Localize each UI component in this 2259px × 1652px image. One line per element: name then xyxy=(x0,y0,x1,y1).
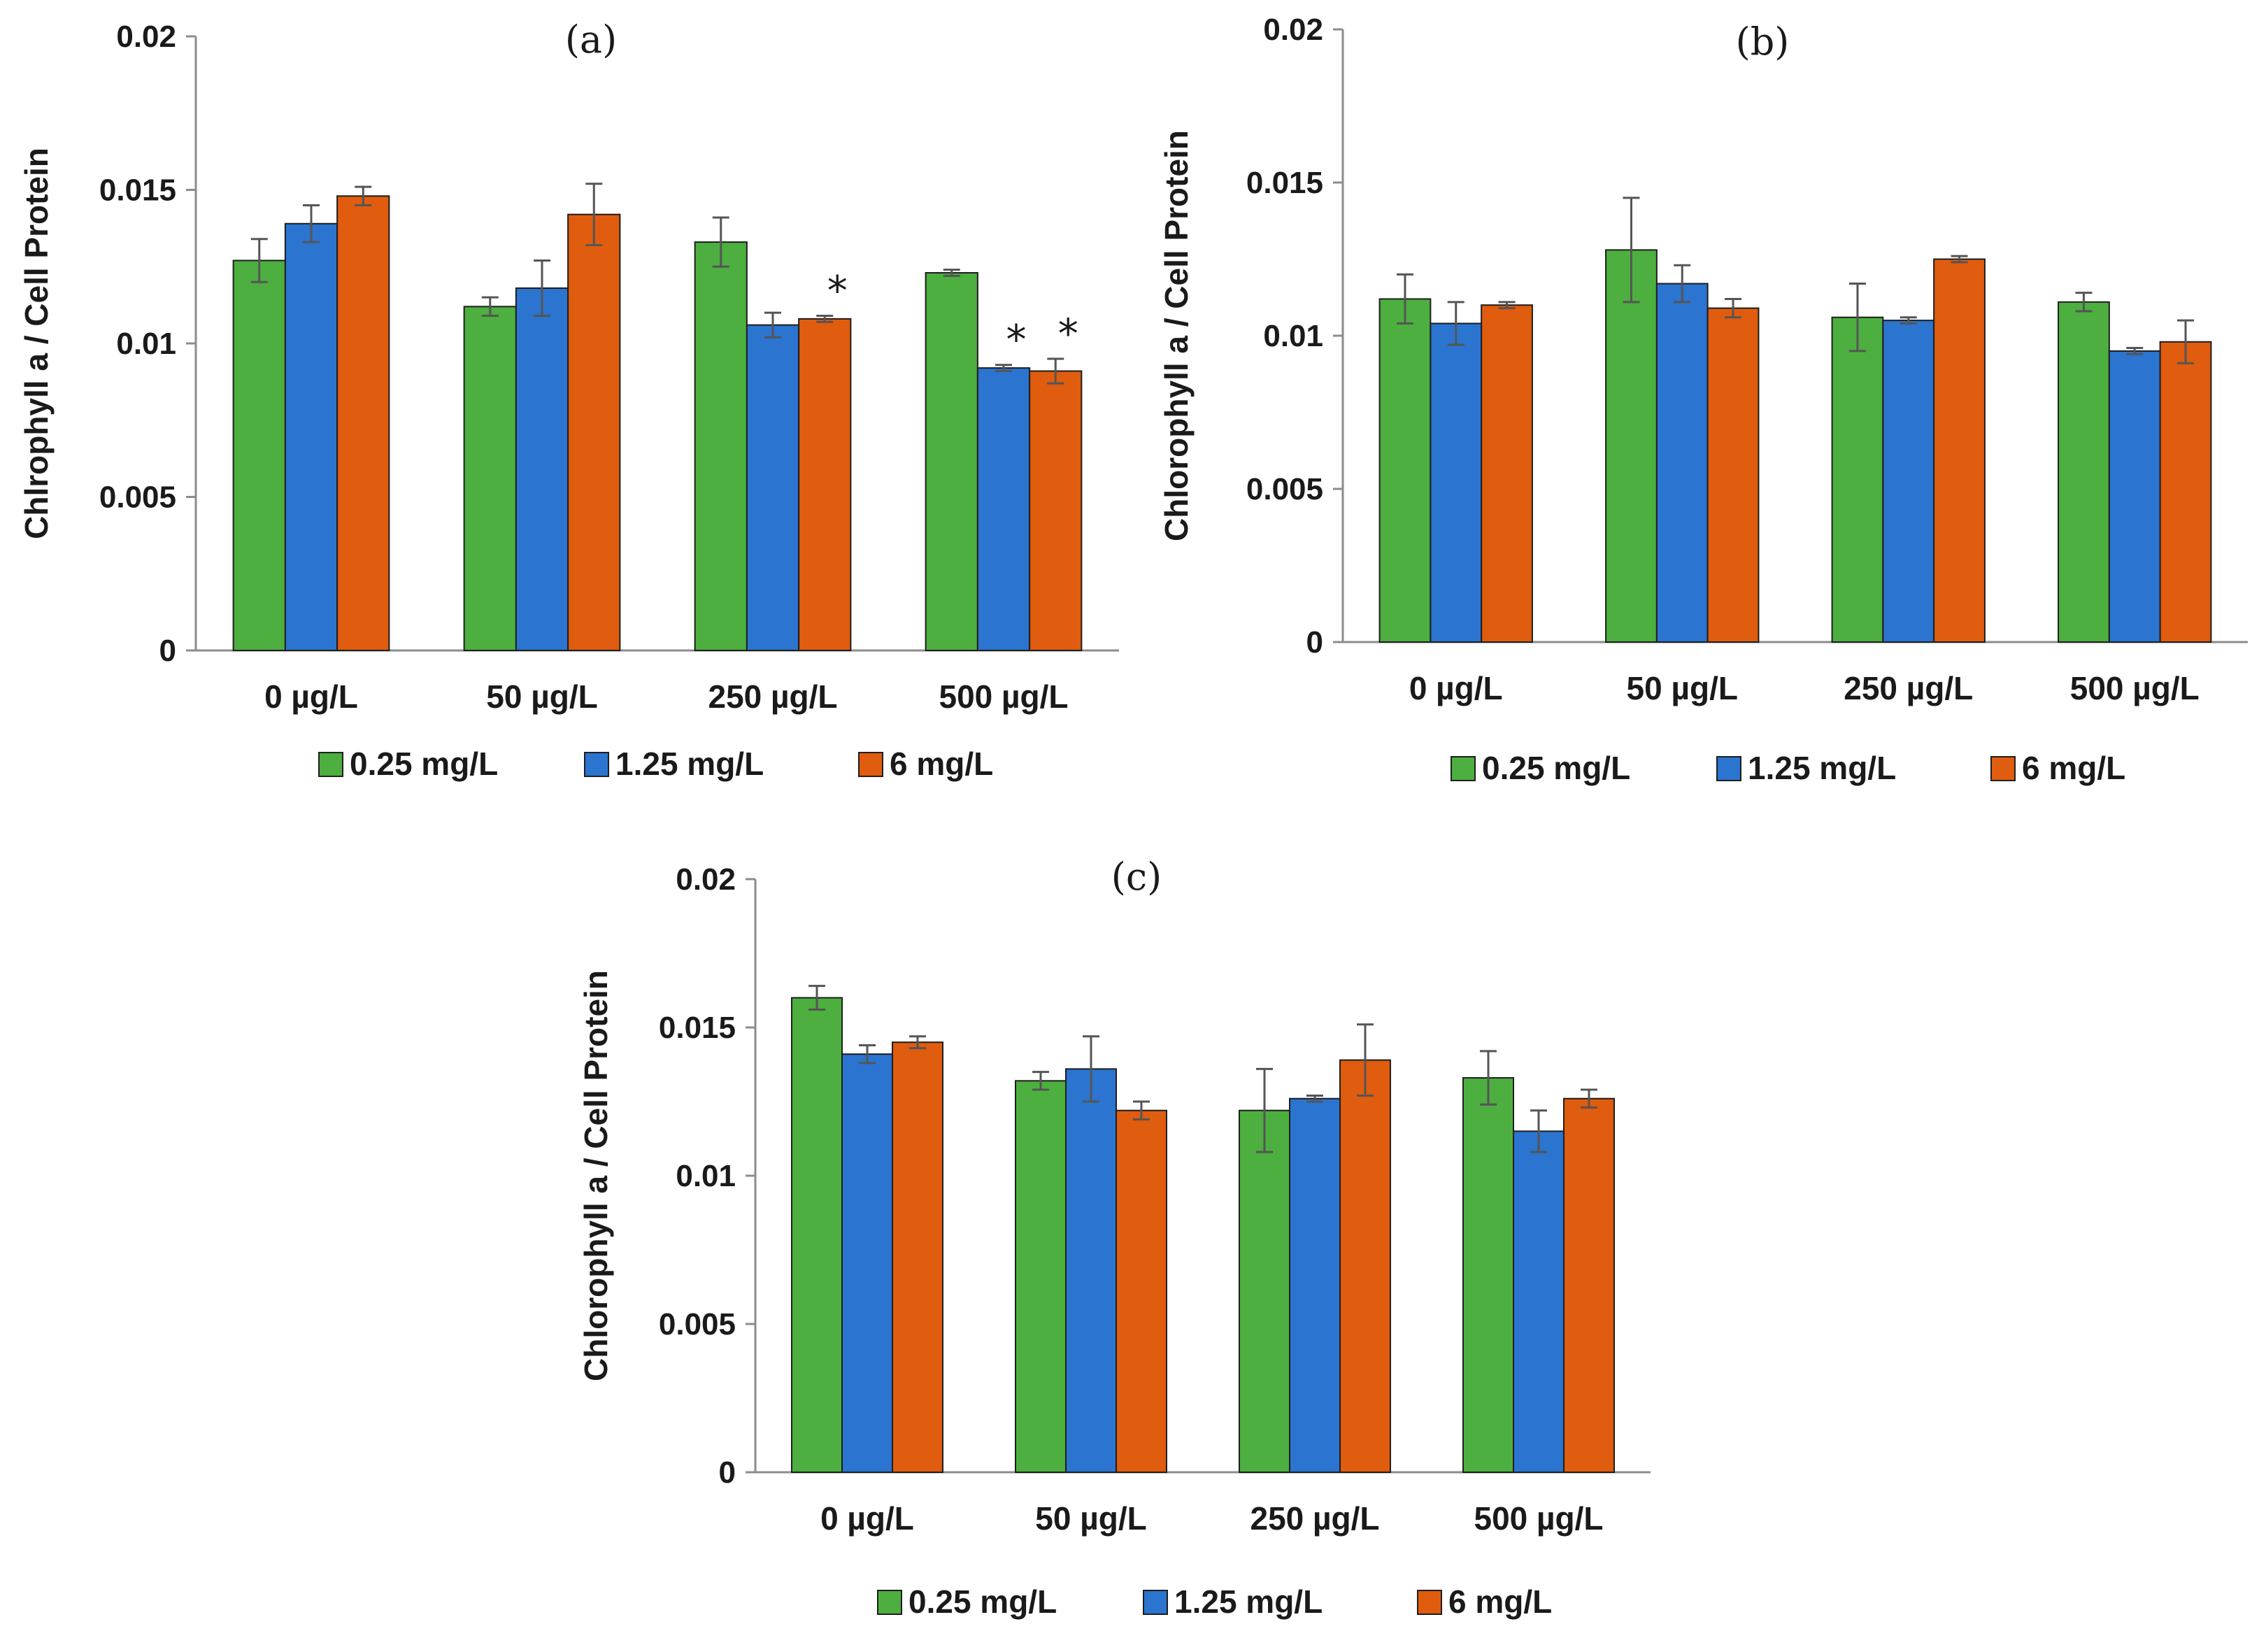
y-tick-label: 0.015 xyxy=(99,173,176,208)
legend-swatch xyxy=(1716,756,1741,781)
x-tick-label: 250 µg/L xyxy=(1250,1500,1379,1537)
y-axis-label: Chlorophyll a / Cell Protein xyxy=(578,970,614,1381)
bar xyxy=(284,222,339,652)
bar xyxy=(1378,298,1432,643)
legend-swatch xyxy=(1143,1590,1168,1615)
bar xyxy=(1065,1068,1117,1473)
y-tick-label: 0.005 xyxy=(659,1307,736,1341)
bar xyxy=(2108,350,2161,643)
bar xyxy=(1430,322,1483,643)
y-tick-label: 0.015 xyxy=(1246,166,1323,200)
significance-marker: * xyxy=(1006,316,1027,364)
legend-swatch xyxy=(1451,756,1476,781)
bar xyxy=(1289,1097,1341,1473)
bar xyxy=(1239,1109,1290,1473)
panel-title: (b) xyxy=(1736,20,1790,64)
bar xyxy=(1706,307,1760,643)
y-tick-label: 0.01 xyxy=(676,1159,736,1193)
bar xyxy=(925,272,978,651)
legend-swatch xyxy=(318,752,343,777)
significance-marker: * xyxy=(827,266,848,314)
legend-label: 1.25 mg/L xyxy=(615,746,764,782)
bar xyxy=(1605,249,1658,643)
bar xyxy=(976,367,1031,651)
x-tick-label: 250 µg/L xyxy=(708,678,837,715)
bar xyxy=(336,195,390,651)
x-tick-label: 500 µg/L xyxy=(2070,670,2200,706)
y-tick-label: 0.015 xyxy=(659,1011,736,1045)
bar xyxy=(1563,1097,1615,1473)
bar xyxy=(1462,1077,1514,1473)
y-tick-label: 0.02 xyxy=(676,862,736,897)
y-axis-label: Chlorophyll a / Cell Protein xyxy=(1158,130,1195,541)
legend-label: 1.25 mg/L xyxy=(1748,750,1896,786)
legend: 0.25 mg/L 1.25 mg/L 6 mg/L xyxy=(877,1583,1552,1620)
bar xyxy=(1655,283,1709,643)
bar xyxy=(567,213,621,651)
x-tick-label: 0 µg/L xyxy=(1409,670,1503,706)
legend-label: 0.25 mg/L xyxy=(350,746,498,782)
bar xyxy=(798,318,852,651)
bar xyxy=(2058,301,2110,643)
legend-swatch xyxy=(858,752,883,777)
bar xyxy=(892,1041,943,1473)
bar xyxy=(1882,320,1935,643)
bar xyxy=(2159,341,2212,643)
legend-swatch xyxy=(877,1590,902,1615)
bar xyxy=(694,241,748,651)
y-tick-label: 0.005 xyxy=(1246,472,1323,506)
panel-title: (a) xyxy=(565,17,617,62)
legend-swatch xyxy=(1417,1590,1442,1615)
bar xyxy=(1831,316,1884,643)
legend-label: 0.25 mg/L xyxy=(1482,750,1630,786)
x-tick-label: 0 µg/L xyxy=(820,1500,914,1537)
legend: 0.25 mg/L 1.25 mg/L 6 mg/L xyxy=(318,746,993,782)
bar xyxy=(1116,1109,1167,1473)
legend-swatch xyxy=(584,752,609,777)
legend-label: 0.25 mg/L xyxy=(908,1583,1057,1620)
chart-panel-2: 0 0.005 0.01 0.015 0.02 Chlorophyll a / Cell … xyxy=(1158,13,2248,786)
x-tick-label: 50 µg/L xyxy=(1627,670,1738,706)
bar xyxy=(1015,1080,1067,1473)
bar xyxy=(1513,1130,1565,1474)
legend: 0.25 mg/L 1.25 mg/L 6 mg/L xyxy=(1451,750,2125,786)
bar xyxy=(746,324,800,651)
y-tick-label: 0.005 xyxy=(99,480,176,515)
legend-label: 1.25 mg/L xyxy=(1174,1583,1323,1620)
legend-label: 6 mg/L xyxy=(890,746,993,782)
y-tick-label: 0 xyxy=(719,1455,736,1490)
x-tick-label: 0 µg/L xyxy=(264,678,358,715)
x-tick-label: 50 µg/L xyxy=(1035,1500,1146,1537)
y-tick-label: 0.02 xyxy=(1263,13,1323,47)
legend-label: 6 mg/L xyxy=(1448,1583,1552,1620)
bar xyxy=(841,1053,893,1474)
legend-swatch xyxy=(1990,756,2016,781)
bar xyxy=(791,997,843,1473)
bar xyxy=(1029,370,1083,651)
y-tick-label: 0 xyxy=(1306,625,1323,660)
x-tick-label: 500 µg/L xyxy=(1474,1500,1603,1537)
legend-label: 6 mg/L xyxy=(2022,750,2125,786)
bar xyxy=(1481,304,1533,643)
x-tick-label: 500 µg/L xyxy=(939,678,1068,715)
chart-panel-3: 0 0.005 0.01 0.015 0.02 Chlorophyll a / Cell … xyxy=(578,855,1651,1620)
bar xyxy=(1339,1059,1391,1473)
bar xyxy=(232,259,286,652)
x-tick-label: 250 µg/L xyxy=(1844,670,1973,706)
bar xyxy=(1933,258,1986,643)
y-tick-label: 0.01 xyxy=(1263,319,1323,353)
significance-marker: * xyxy=(1058,310,1078,357)
chart-panel-1: 0 0.005 0.01 0.015 0.02 Chlrophyll a / Cell P… xyxy=(18,17,1119,782)
y-tick-label: 0.01 xyxy=(116,327,176,361)
y-axis-label: Chlrophyll a / Cell Protein xyxy=(18,148,55,539)
panel-title: (c) xyxy=(1111,855,1162,899)
x-tick-label: 50 µg/L xyxy=(486,678,597,715)
y-tick-label: 0.02 xyxy=(116,20,176,54)
y-tick-label: 0 xyxy=(159,634,176,668)
bar xyxy=(515,287,569,652)
bar xyxy=(463,306,517,651)
